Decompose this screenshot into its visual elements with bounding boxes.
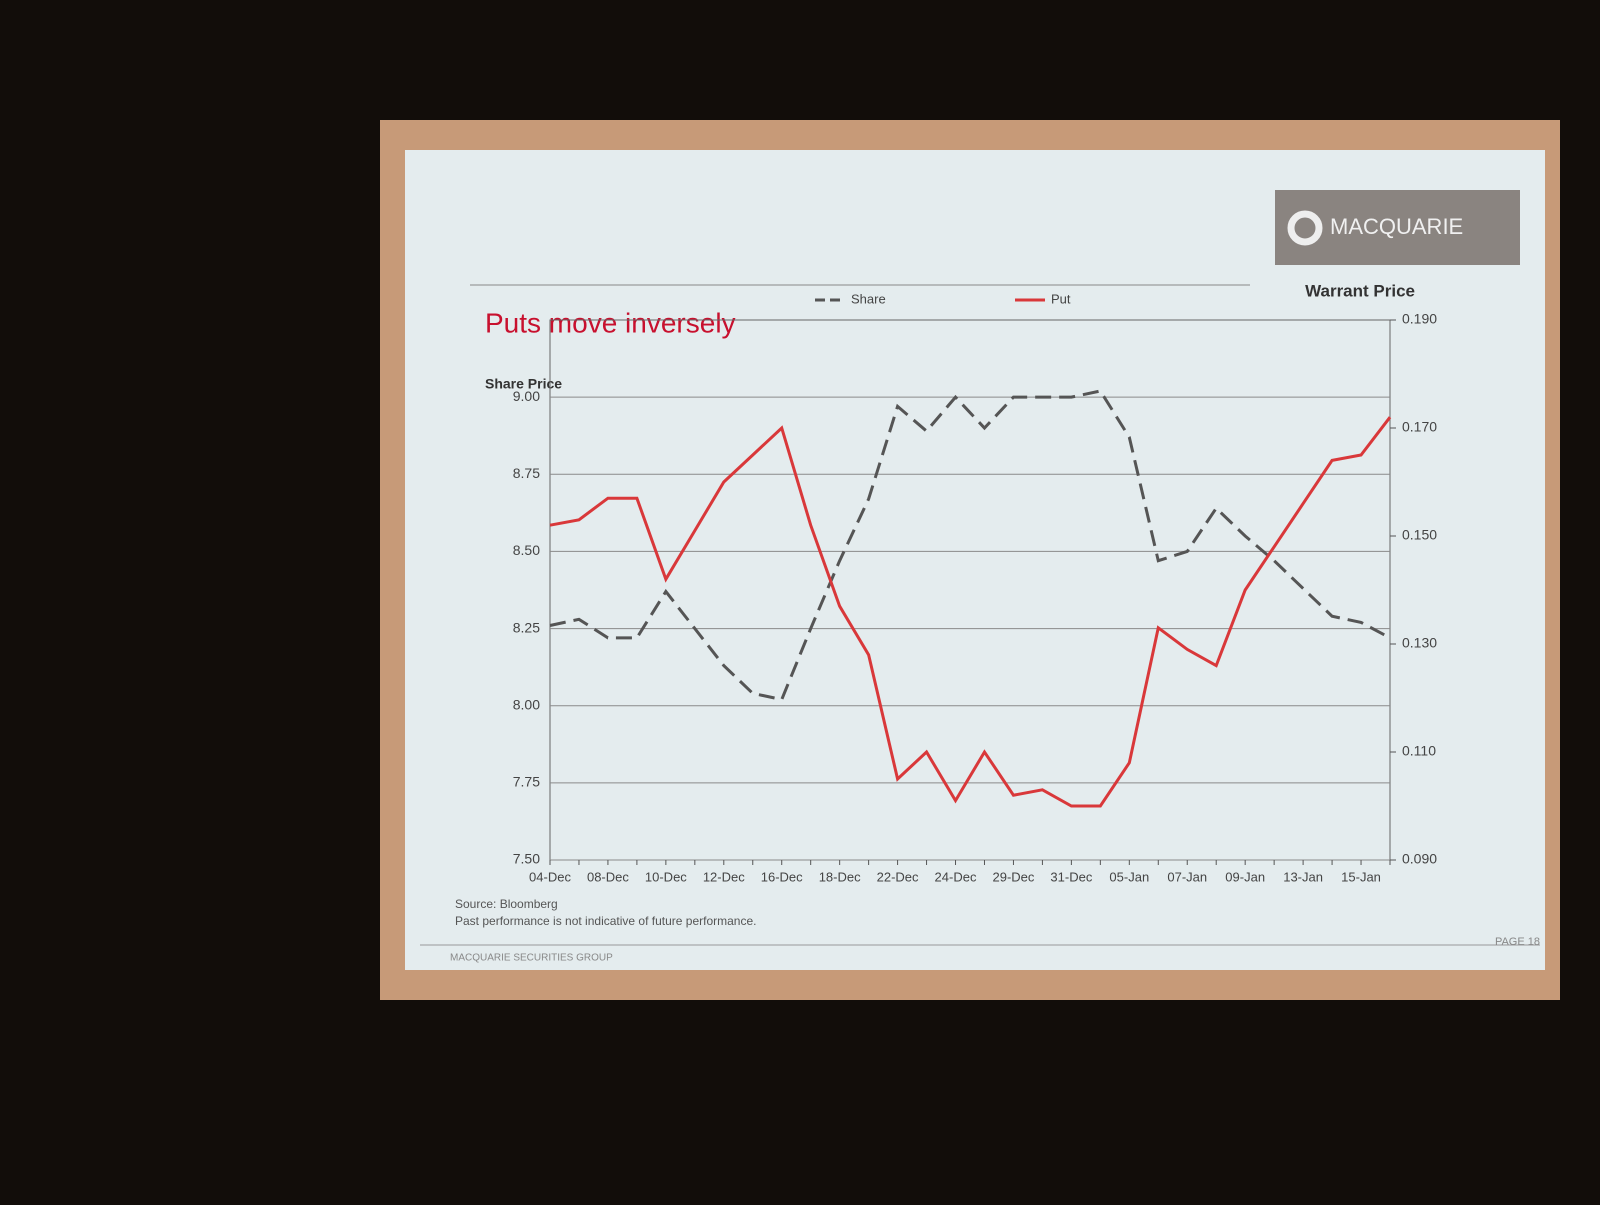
y-tick-label: 8.00 bbox=[513, 696, 540, 712]
y-tick-label: 8.75 bbox=[513, 465, 540, 481]
x-tick-label: 31-Dec bbox=[1050, 869, 1092, 884]
x-tick-label: 05-Jan bbox=[1109, 869, 1149, 884]
footnote: Past performance is not indicative of fu… bbox=[455, 914, 756, 928]
y-tick-label: 9.00 bbox=[513, 388, 540, 404]
y-tick-label: 8.50 bbox=[513, 542, 540, 558]
x-tick-label: 16-Dec bbox=[761, 869, 803, 884]
y2-tick-label: 0.110 bbox=[1402, 743, 1436, 759]
chart-title: Puts move inversely bbox=[485, 307, 736, 338]
y2-tick-label: 0.150 bbox=[1402, 527, 1437, 543]
x-tick-label: 29-Dec bbox=[992, 869, 1034, 884]
y2-tick-label: 0.190 bbox=[1402, 311, 1437, 327]
y-tick-label: 7.50 bbox=[513, 851, 540, 867]
x-tick-label: 09-Jan bbox=[1225, 869, 1265, 884]
logo-mark bbox=[1287, 210, 1323, 246]
slide bbox=[405, 150, 1545, 970]
y2-axis-label: Warrant Price bbox=[1305, 281, 1415, 300]
x-tick-label: 22-Dec bbox=[877, 869, 919, 884]
x-tick-label: 18-Dec bbox=[819, 869, 861, 884]
x-tick-label: 08-Dec bbox=[587, 869, 629, 884]
legend-label: Share bbox=[851, 291, 886, 306]
y2-tick-label: 0.130 bbox=[1402, 635, 1437, 651]
brand: MACQUARIE bbox=[1330, 214, 1463, 239]
series-line bbox=[549, 416, 1392, 808]
legend-label: Put bbox=[1051, 291, 1071, 306]
series-line bbox=[549, 389, 1391, 702]
y-axis-label: Share Price bbox=[485, 376, 562, 392]
page-number: PAGE 18 bbox=[1495, 936, 1540, 948]
source: Source: Bloomberg bbox=[455, 897, 558, 911]
y2-tick-label: 0.090 bbox=[1402, 851, 1437, 867]
x-tick-label: 10-Dec bbox=[645, 869, 687, 884]
y2-tick-label: 0.170 bbox=[1402, 419, 1437, 435]
y-tick-label: 8.25 bbox=[513, 619, 540, 635]
x-tick-label: 12-Dec bbox=[703, 869, 745, 884]
x-tick-label: 04-Dec bbox=[529, 869, 571, 884]
x-tick-label: 24-Dec bbox=[935, 869, 977, 884]
x-tick-label: 07-Jan bbox=[1167, 869, 1207, 884]
footer: MACQUARIE SECURITIES GROUP bbox=[450, 953, 613, 964]
x-tick-label: 15-Jan bbox=[1341, 869, 1381, 884]
y-tick-label: 7.75 bbox=[513, 774, 540, 790]
x-tick-label: 13-Jan bbox=[1283, 869, 1323, 884]
